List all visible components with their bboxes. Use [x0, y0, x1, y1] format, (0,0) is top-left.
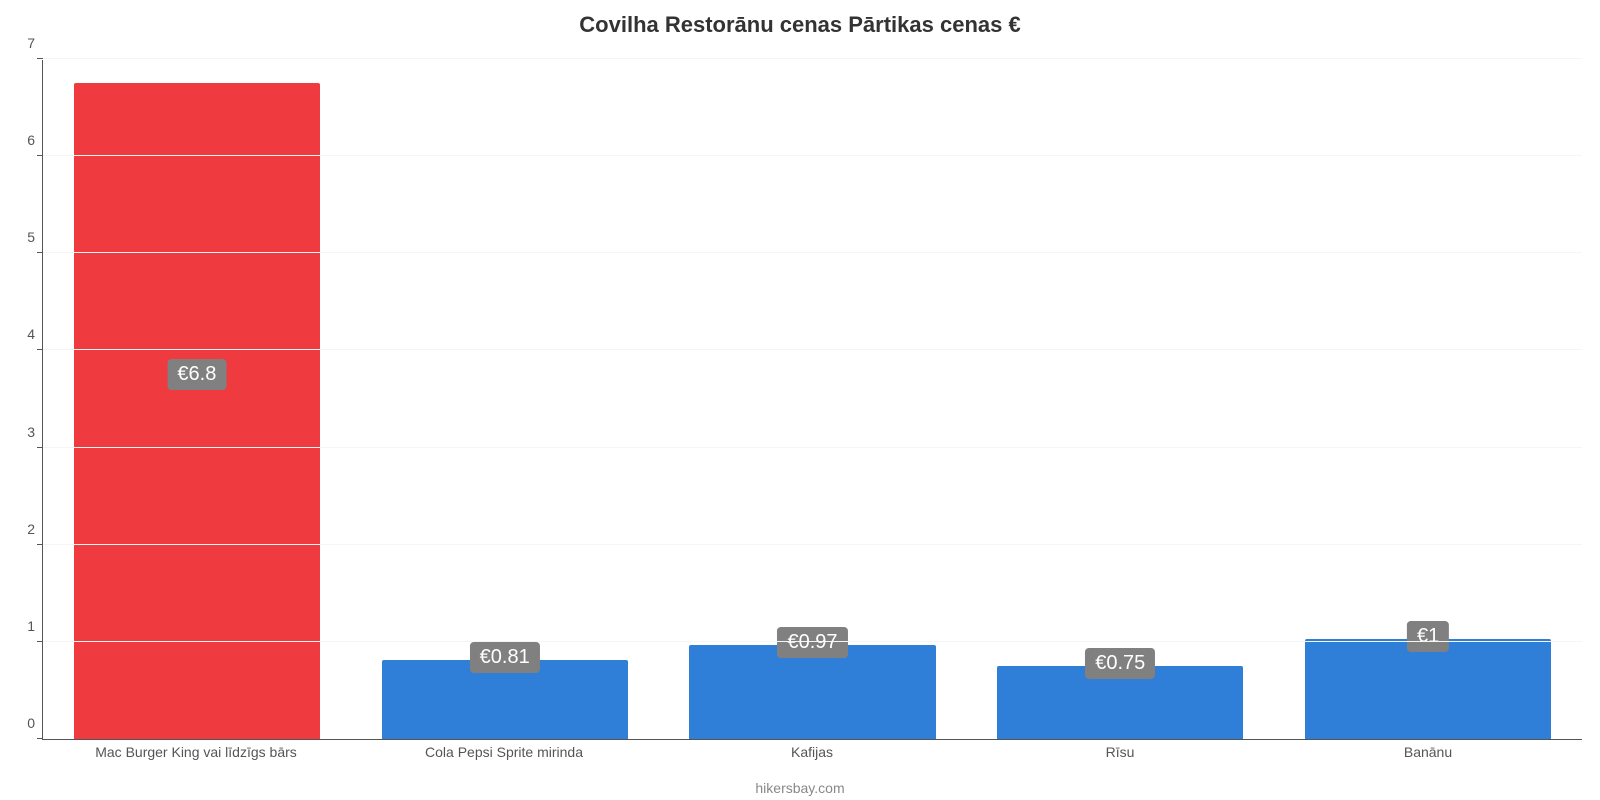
y-tick-label: 0 [27, 715, 35, 731]
plot-area: €6.8€0.81€0.97€0.75€1 01234567 [42, 60, 1582, 740]
bar-slot: €1 [1274, 60, 1582, 739]
grid-line [43, 447, 1582, 448]
chart-footer: hikersbay.com [0, 780, 1600, 796]
grid-line [43, 58, 1582, 59]
grid-line [43, 252, 1582, 253]
grid-line [43, 349, 1582, 350]
y-tick-label: 7 [27, 35, 35, 51]
y-tick-label: 2 [27, 521, 35, 537]
y-tick-mark [37, 155, 43, 156]
x-axis-labels: Mac Burger King vai līdzīgs bārsCola Pep… [42, 744, 1582, 760]
x-axis-label: Banānu [1274, 744, 1582, 760]
bar-value-label: €0.97 [777, 627, 847, 658]
bar-slot: €6.8 [43, 60, 351, 739]
y-tick-label: 4 [27, 326, 35, 342]
chart-container: Covilha Restorānu cenas Pārtikas cenas €… [0, 0, 1600, 800]
y-tick-mark [37, 252, 43, 253]
bar-slot: €0.81 [351, 60, 659, 739]
y-tick-label: 5 [27, 229, 35, 245]
bar: €1 [1305, 639, 1551, 739]
y-tick-mark [37, 641, 43, 642]
y-tick-mark [37, 447, 43, 448]
y-tick-mark [37, 544, 43, 545]
y-tick-label: 6 [27, 132, 35, 148]
bar-value-label: €1 [1407, 621, 1449, 652]
chart-title: Covilha Restorānu cenas Pārtikas cenas € [0, 12, 1600, 38]
grid-line [43, 641, 1582, 642]
x-axis-label: Cola Pepsi Sprite mirinda [350, 744, 658, 760]
bar-value-label: €0.75 [1085, 648, 1155, 679]
bar-value-label: €6.8 [167, 359, 226, 390]
y-tick-label: 1 [27, 618, 35, 634]
bar-slot: €0.97 [659, 60, 967, 739]
bar: €0.97 [689, 645, 935, 739]
grid-line [43, 155, 1582, 156]
bar-slot: €0.75 [966, 60, 1274, 739]
grid-line [43, 544, 1582, 545]
y-tick-mark [37, 738, 43, 739]
bars-row: €6.8 €0.81 €0.97 €0.75 €1 [43, 60, 1582, 739]
y-tick-label: 3 [27, 424, 35, 440]
x-axis-label: Mac Burger King vai līdzīgs bārs [42, 744, 350, 760]
x-axis-label: Rīsu [966, 744, 1274, 760]
bar: €0.81 [382, 660, 628, 739]
bar: €0.75 [997, 666, 1243, 739]
bar-value-label: €0.81 [470, 642, 540, 673]
y-tick-mark [37, 58, 43, 59]
y-tick-mark [37, 349, 43, 350]
x-axis-label: Kafijas [658, 744, 966, 760]
